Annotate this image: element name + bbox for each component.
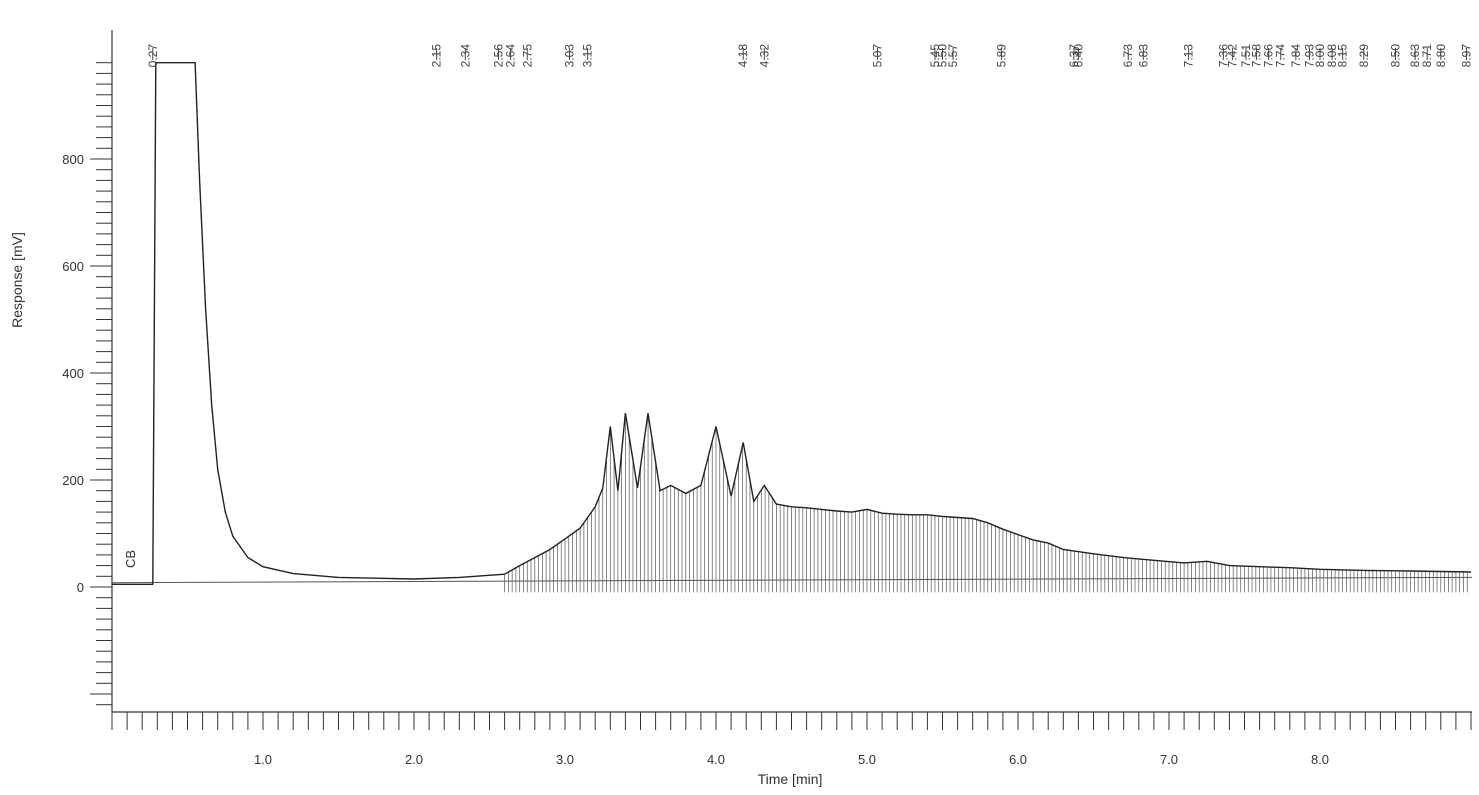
y-tick-label: 800 [62, 152, 84, 167]
x-tick-label: 1.0 [254, 752, 272, 767]
x-tick-label: 6.0 [1009, 752, 1027, 767]
peak-label: 5.45 [928, 44, 942, 68]
peak-label: 2.15 [430, 44, 444, 68]
peak-label: 5.50 [936, 44, 950, 68]
x-axis: 1.0 2.0 3.0 4.0 5.0 6.0 7.0 8.0 [111, 712, 1472, 767]
peak-label: 6.73 [1121, 44, 1135, 68]
peak-label: 7.36 [1216, 44, 1230, 68]
integration-marks [504, 413, 1468, 593]
y-axis: 0 200 400 600 800 [62, 62, 112, 706]
baseline-marker-label: CB [123, 550, 138, 568]
peak-label: 8.63 [1408, 44, 1422, 68]
y-tick-label: 200 [62, 473, 84, 488]
peak-label: 2.56 [492, 44, 506, 68]
peak-label: 8.97 [1460, 44, 1474, 68]
peak-label: 3.03 [563, 44, 577, 68]
y-tick-label: 0 [77, 580, 84, 595]
peak-label: 4.32 [757, 44, 771, 68]
peak-label: 0.27 [146, 44, 160, 68]
chromatogram-trace [112, 62, 1472, 585]
peak-label: 8.08 [1325, 44, 1339, 68]
peak-label: 8.50 [1389, 44, 1403, 68]
x-axis-title: Time [min] [758, 771, 823, 787]
y-tick-label: 600 [62, 259, 84, 274]
peak-label: 7.93 [1302, 44, 1316, 68]
peak-label: 7.58 [1250, 44, 1264, 68]
peak-labels: 0.27 2.15 2.34 2.562.64 2.75 3.03 3.15 4.18 4.32… [146, 44, 1474, 68]
peak-label: 8.00 [1313, 44, 1327, 68]
peak-label: 8.29 [1357, 44, 1371, 68]
peak-label: 5.89 [994, 44, 1008, 68]
peak-label: 7.42 [1225, 44, 1239, 68]
x-tick-label: 5.0 [858, 752, 876, 767]
peak-label: 2.34 [458, 44, 472, 68]
peak-label: 7.13 [1182, 44, 1196, 68]
integration-baseline [111, 576, 1473, 584]
peak-label: 4.18 [736, 44, 750, 68]
peak-label: 5.57 [946, 44, 960, 68]
peak-label: 8.15 [1336, 44, 1350, 68]
peak-label: 7.74 [1274, 44, 1288, 68]
peak-label: 7.66 [1262, 44, 1276, 68]
series-layer [111, 62, 1473, 585]
y-axis-title: Response [mV] [9, 232, 25, 328]
peak-label: 7.51 [1239, 44, 1253, 68]
x-tick-label: 3.0 [556, 752, 574, 767]
y-tick-label: 400 [62, 366, 84, 381]
peak-label: 5.07 [871, 44, 885, 68]
peak-label: 6.37 [1067, 44, 1081, 68]
peak-label: 8.71 [1420, 44, 1434, 68]
x-tick-label: 2.0 [405, 752, 423, 767]
peak-label: 2.75 [520, 44, 534, 68]
peak-label: 6.40 [1071, 44, 1085, 68]
plot-frame [111, 30, 1472, 713]
peak-label: 2.64 [504, 44, 518, 68]
peak-label: 6.83 [1136, 44, 1150, 68]
x-tick-label: 4.0 [707, 752, 725, 767]
peak-label: 7.84 [1289, 44, 1303, 68]
peak-label: 3.15 [581, 44, 595, 68]
x-tick-label: 8.0 [1311, 752, 1329, 767]
peak-label: 8.80 [1434, 44, 1448, 68]
x-tick-label: 7.0 [1160, 752, 1178, 767]
